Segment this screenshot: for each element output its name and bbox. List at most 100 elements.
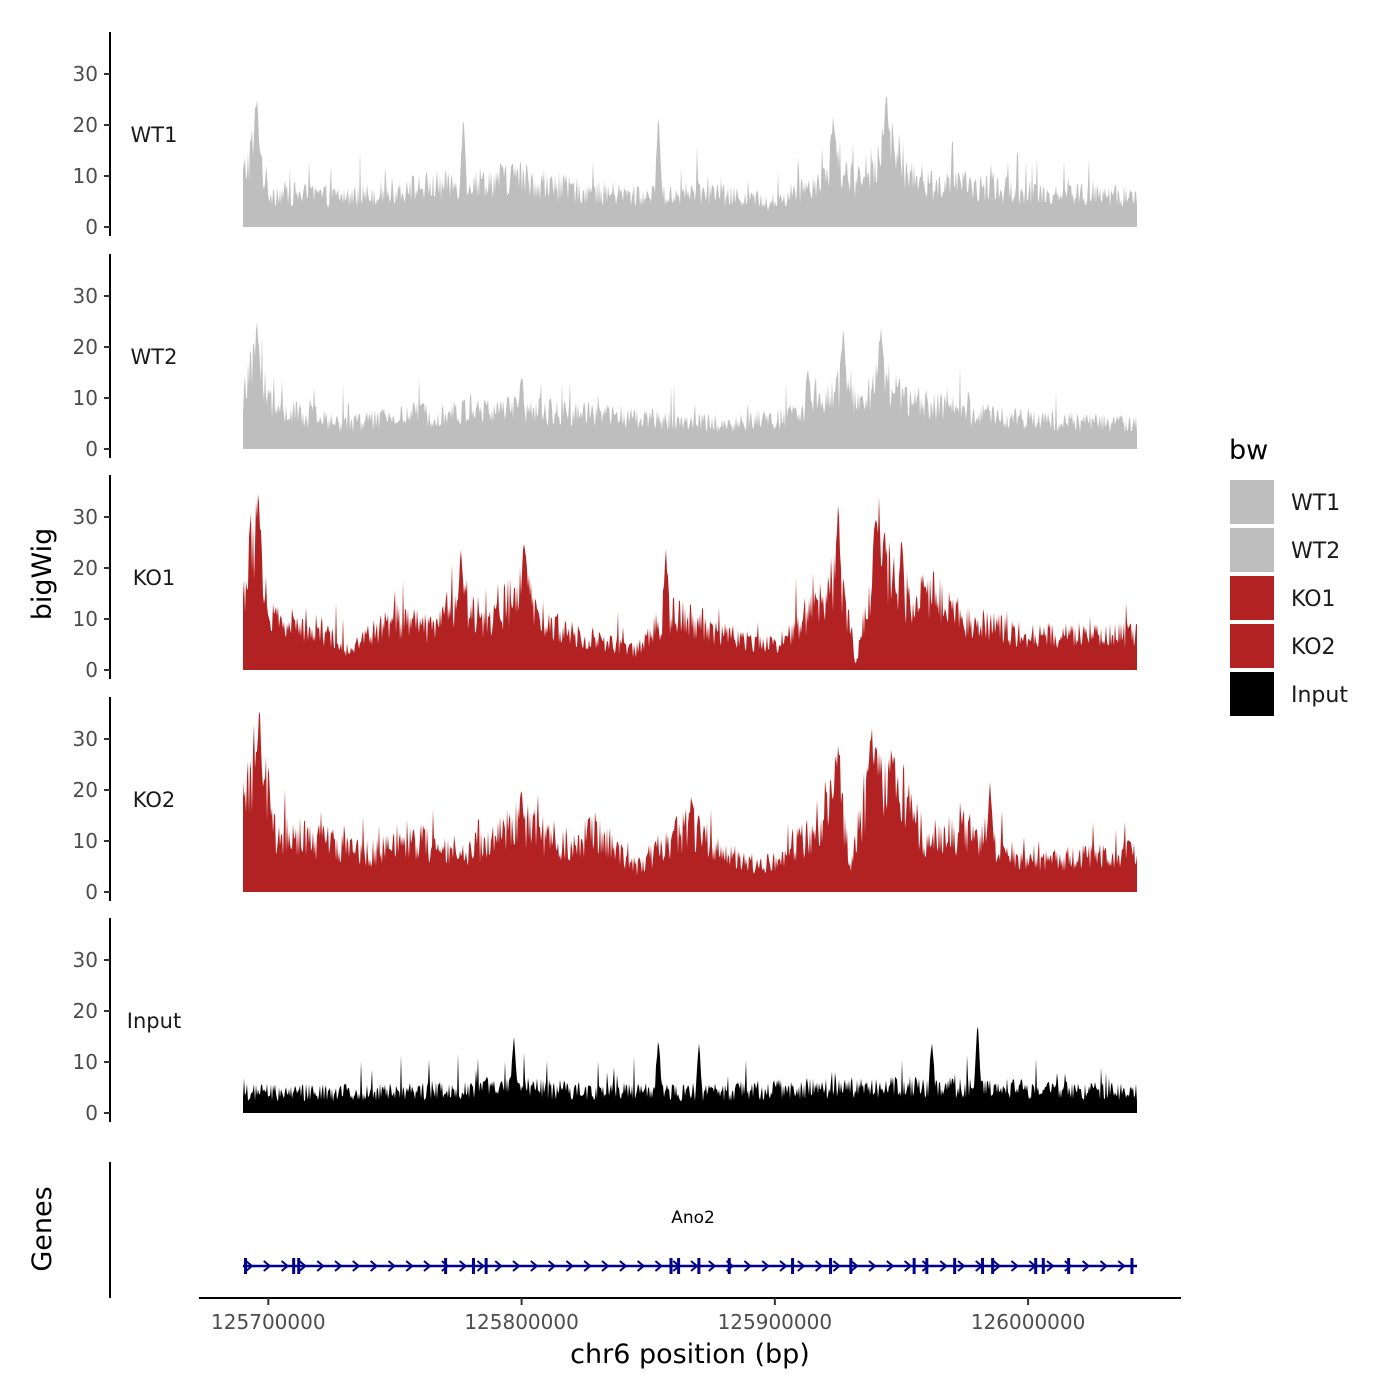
x-tick-label: 125800000: [464, 1310, 579, 1334]
legend-entry-wt2: WT2: [1230, 528, 1340, 572]
y-axis-title: bigWig: [27, 528, 58, 621]
strand-arrow: [619, 1260, 628, 1272]
legend-entry-ko1: KO1: [1230, 576, 1336, 620]
y-tick-label: 30: [73, 948, 98, 972]
strand-arrow: [636, 1260, 646, 1272]
track-label: WT2: [131, 345, 178, 369]
legend-title: bw: [1229, 435, 1268, 466]
strand-arrow: [405, 1260, 414, 1272]
exon: [297, 1258, 301, 1274]
y-tick-label: 0: [85, 215, 98, 239]
strand-arrow: [458, 1260, 468, 1272]
strand-arrow: [441, 1260, 450, 1272]
strand-arrow: [708, 1260, 717, 1272]
strand-arrow: [1010, 1260, 1019, 1272]
y-tick-label: 0: [85, 437, 98, 461]
strand-arrow: [352, 1260, 361, 1272]
exon: [1041, 1258, 1045, 1274]
strand-arrow: [654, 1260, 663, 1272]
legend-swatch: [1230, 576, 1274, 620]
strand-arrow: [814, 1260, 824, 1272]
exon: [849, 1258, 853, 1274]
y-tick-label: 10: [73, 607, 98, 631]
strand-arrow: [903, 1260, 913, 1272]
gene-track-title: Genes: [27, 1186, 58, 1271]
y-tick-label: 20: [73, 113, 98, 137]
strand-arrow: [743, 1260, 752, 1272]
gene-name-label: Ano2: [671, 1208, 715, 1228]
strand-arrow: [690, 1260, 699, 1272]
x-tick-label: 125700000: [211, 1310, 326, 1334]
strand-arrow: [957, 1260, 966, 1272]
legend-swatch: [1230, 672, 1274, 716]
track-label: Input: [127, 1009, 181, 1033]
x-axis: 125700000 125800000 125900000 126000000: [199, 1297, 1181, 1334]
exon: [697, 1258, 701, 1274]
track-label: KO1: [133, 566, 176, 590]
exon: [669, 1258, 673, 1274]
coverage-area-ko1: [243, 494, 1137, 670]
x-tick-label: 126000000: [971, 1310, 1086, 1334]
strand-arrow: [868, 1260, 877, 1272]
exon: [1130, 1258, 1134, 1274]
strand-arrow: [779, 1260, 788, 1272]
strand-arrow: [316, 1260, 325, 1272]
y-tick-label: 30: [73, 505, 98, 529]
track-ko1: 0 10 20 30 KO1: [73, 475, 1137, 682]
y-tick-label: 20: [73, 335, 98, 359]
y-tick-label: 10: [73, 386, 98, 410]
strand-arrow: [832, 1260, 841, 1272]
strand-arrow: [583, 1260, 592, 1272]
strand-arrow: [1046, 1260, 1055, 1272]
y-tick-label: 20: [73, 999, 98, 1023]
track-wt2: 0 10 20 30 WT2: [73, 254, 1137, 461]
legend-entry-wt1: WT1: [1230, 480, 1340, 524]
legend-entry-ko2: KO2: [1230, 624, 1336, 668]
strand-arrow: [298, 1260, 307, 1272]
exon: [953, 1258, 957, 1274]
legend-label: KO2: [1291, 635, 1336, 660]
exon: [484, 1258, 488, 1274]
exon: [727, 1258, 731, 1274]
strand-arrow: [921, 1260, 930, 1272]
exon: [925, 1258, 929, 1274]
y-tick-label: 30: [73, 62, 98, 86]
legend-label: WT2: [1291, 539, 1340, 564]
strand-arrow: [547, 1260, 557, 1272]
strand-arrow: [761, 1260, 770, 1272]
legend-swatch: [1230, 480, 1274, 524]
exon: [981, 1258, 985, 1274]
exon: [829, 1258, 833, 1274]
strand-arrow: [280, 1260, 290, 1272]
strand-arrow: [423, 1260, 432, 1272]
track-label: WT1: [131, 123, 178, 147]
y-tick-label: 0: [85, 880, 98, 904]
legend: bw WT1 WT2 KO1 KO2 Input: [1229, 435, 1348, 716]
exon: [677, 1258, 681, 1274]
exon: [244, 1258, 248, 1274]
y-tick-label: 20: [73, 778, 98, 802]
exon: [791, 1258, 795, 1274]
exon: [991, 1258, 995, 1274]
strand-arrow: [939, 1260, 948, 1272]
strand-arrow: [1099, 1260, 1108, 1272]
strand-arrow: [850, 1260, 859, 1272]
strand-arrow: [512, 1260, 521, 1272]
strand-arrow: [1081, 1260, 1091, 1272]
coverage-tracks: 0 10 20 30 WT1 0 10 20 30 WT2 0 10 20 30 KO1 0 10 20 30 KO2…: [73, 32, 1137, 1125]
gene-features: Ano2: [243, 1208, 1137, 1274]
track-label: KO2: [133, 788, 176, 812]
x-axis-title: chr6 position (bp): [570, 1339, 810, 1370]
strand-arrow: [334, 1260, 343, 1272]
track-wt1: 0 10 20 30 WT1: [73, 32, 1137, 239]
coverage-area-ko2: [243, 711, 1137, 892]
strand-arrow: [263, 1260, 272, 1272]
coverage-area-wt1: [243, 96, 1137, 227]
exon: [292, 1258, 296, 1274]
strand-arrow: [387, 1260, 396, 1272]
strand-arrow: [1064, 1260, 1073, 1272]
strand-arrow: [565, 1260, 574, 1272]
coverage-area-wt2: [243, 322, 1137, 449]
strand-arrow: [369, 1260, 379, 1272]
strand-arrow: [530, 1260, 539, 1272]
